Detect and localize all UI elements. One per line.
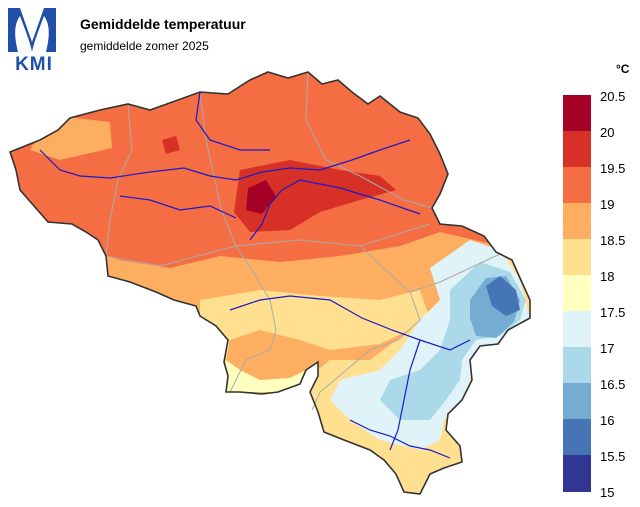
province-border-line (409, 253, 501, 293)
semois-zone-18-5 (380, 440, 462, 494)
legend-swatch-10 (563, 419, 591, 455)
legend-swatch-4 (563, 203, 591, 239)
legend-tick-label: 19.5 (600, 161, 626, 176)
legend-tick-label: 15.5 (600, 449, 626, 464)
hotspot-zone (162, 136, 180, 154)
legend-tick-label: 18.5 (600, 233, 626, 248)
legend-swatch-11 (563, 455, 591, 492)
gaume-zone-18 (226, 360, 306, 392)
kmi-logo-text: KMI (15, 54, 53, 75)
temperature-map (9, 71, 531, 495)
map-title: Gemiddelde temperatuur (80, 16, 246, 32)
brussels-core-20-5 (246, 180, 276, 214)
province-border-line (235, 223, 431, 247)
kmi-logo-icon (8, 8, 56, 52)
legend-swatch-6 (563, 275, 591, 311)
legend-unit: °C (616, 62, 630, 76)
legend-tick-label: 20.5 (600, 89, 626, 104)
high-fens-core-16 (486, 276, 520, 316)
legend-tick-label: 17.5 (600, 305, 626, 320)
dijle-demer-river (249, 179, 421, 241)
province-border-line (199, 91, 237, 247)
scheldt-river (39, 139, 411, 181)
legend-swatch-3 (563, 167, 591, 203)
meuse-river (389, 339, 421, 451)
legend-swatch-8 (563, 347, 591, 383)
legend-tick-label: 15 (600, 485, 615, 500)
rupel-river (195, 91, 270, 151)
brussels-zone-20 (234, 160, 396, 232)
province-border-line (311, 245, 421, 411)
lys-river (119, 195, 237, 219)
legend-swatch-5 (563, 239, 591, 275)
country-border (9, 71, 531, 495)
meuse-sambre-river (229, 295, 471, 351)
legend-tick-label: 18 (600, 269, 615, 284)
province-border-line (105, 245, 237, 267)
temperature-fill (10, 72, 530, 494)
kmi-logo: KMI (6, 6, 58, 75)
legend-tick-label: 16 (600, 413, 615, 428)
legend-tick-label: 19 (600, 197, 615, 212)
legend-swatch-7 (563, 311, 591, 347)
legend-swatch-2 (563, 131, 591, 167)
rivers (39, 91, 471, 459)
province-border-line (229, 245, 277, 393)
map-subtitle: gemiddelde zomer 2025 (80, 39, 209, 53)
legend-tick-label: 16.5 (600, 377, 626, 392)
province-border-line (305, 71, 433, 209)
province-border-line (105, 103, 133, 257)
legend-tick-label: 17 (600, 341, 615, 356)
semois-river (349, 419, 451, 459)
legend-swatch-9 (563, 383, 591, 419)
province-borders (105, 71, 501, 411)
color-legend (563, 95, 591, 492)
legend-tick-label: 20 (600, 125, 615, 140)
legend-swatch-1 (563, 95, 591, 131)
